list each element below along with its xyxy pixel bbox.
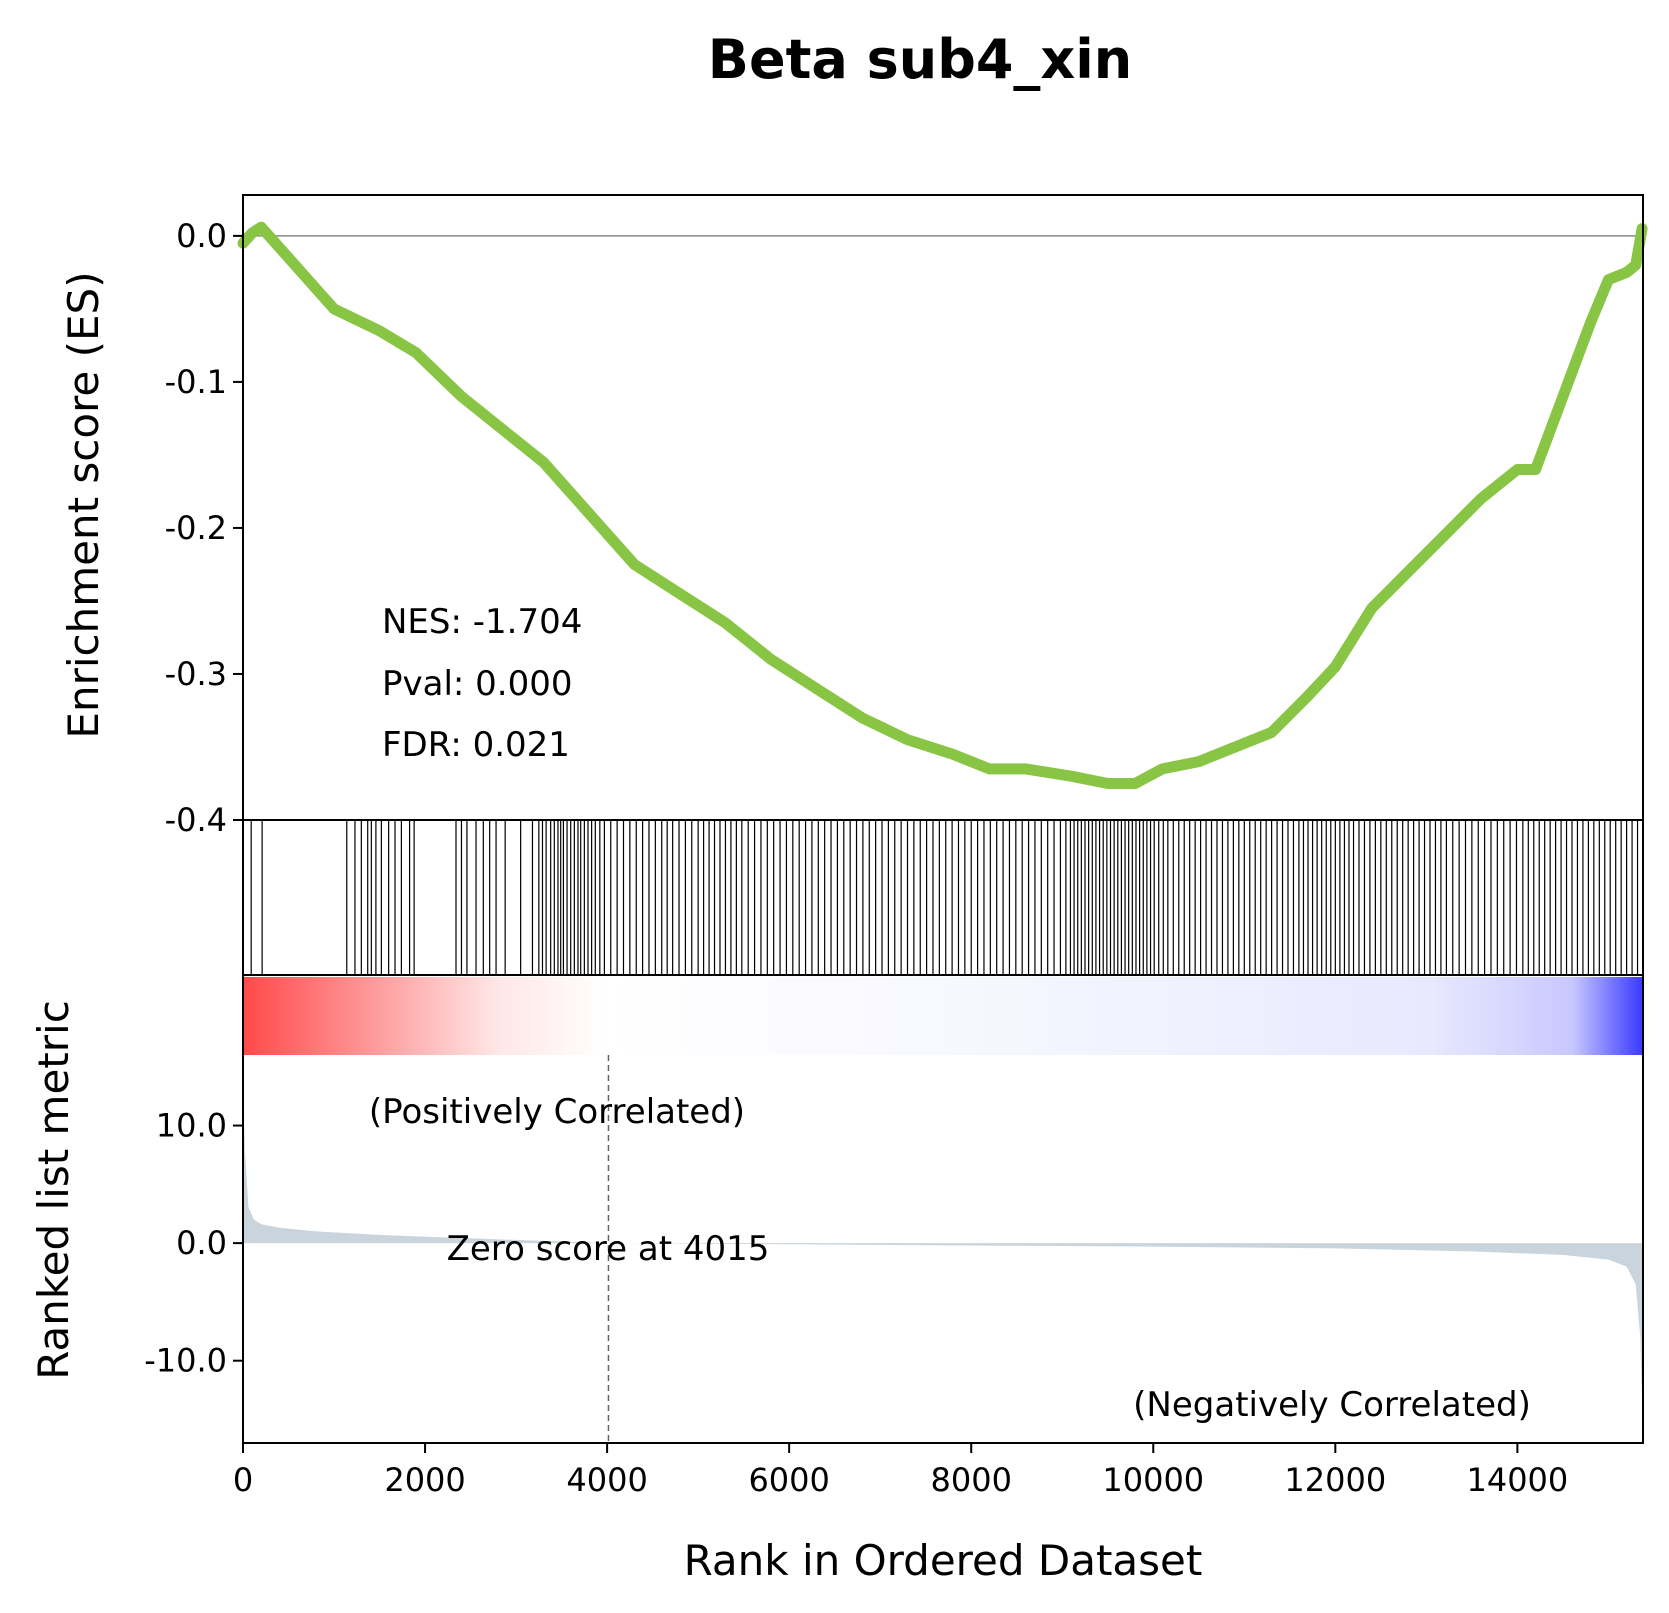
metric-y-ticks: 10.0 0.0 -10.0 xyxy=(144,1107,243,1380)
rank-gradient-bar xyxy=(244,977,1642,1055)
x-tick-label: 4000 xyxy=(566,1461,647,1499)
x-axis-label: Rank in Ordered Dataset xyxy=(684,1536,1203,1585)
fdr-annotation: FDR: 0.021 xyxy=(382,725,570,765)
x-tick-label: 2000 xyxy=(384,1461,465,1499)
pval-annotation: Pval: 0.000 xyxy=(382,664,573,704)
x-tick-label: 8000 xyxy=(930,1461,1011,1499)
x-tick-label: 12000 xyxy=(1284,1461,1386,1499)
es-y-tick-label: 0.0 xyxy=(176,217,227,255)
x-tick-label: 0 xyxy=(233,1461,253,1499)
hits-panel-frame xyxy=(242,819,1644,976)
es-y-tick-label: -0.2 xyxy=(165,509,227,547)
positive-correlated-label: (Positively Correlated) xyxy=(369,1092,745,1132)
es-y-axis-label: Enrichment score (ES) xyxy=(59,271,108,738)
zero-score-label: Zero score at 4015 xyxy=(447,1229,770,1269)
es-y-tick-label: -0.3 xyxy=(165,655,227,693)
es-panel: 0.0 -0.1 -0.2 -0.3 -0.4 Enrichment score (ES… xyxy=(59,194,1648,839)
hit-lines xyxy=(250,820,1639,975)
es-line-group xyxy=(237,221,1648,789)
nes-annotation: NES: -1.704 xyxy=(382,602,582,642)
metric-panel-frame xyxy=(242,1055,1644,1444)
x-tick-label: 14000 xyxy=(1466,1461,1568,1499)
chart-title: Beta sub4_xin xyxy=(708,28,1132,91)
es-y-tick-label: -0.1 xyxy=(165,363,227,401)
metric-y-tick-label: 0.0 xyxy=(176,1224,227,1262)
es-line xyxy=(237,221,1648,789)
x-tick-label: 10000 xyxy=(1102,1461,1204,1499)
hits-panel xyxy=(242,819,1644,976)
metric-y-tick-label: -10.0 xyxy=(144,1342,227,1380)
es-y-ticks: 0.0 -0.1 -0.2 -0.3 -0.4 xyxy=(165,217,243,839)
metric-panel: 10.0 0.0 -10.0 Ranked list metric (Positiv… xyxy=(29,975,1644,1444)
x-tick-label: 6000 xyxy=(748,1461,829,1499)
x-ticks: 0 2000 4000 6000 8000 10000 12000 14000 xyxy=(233,1443,1568,1499)
metric-y-tick-label: 10.0 xyxy=(156,1107,227,1145)
metric-y-axis-label: Ranked list metric xyxy=(29,1000,78,1380)
es-y-tick-label: -0.4 xyxy=(165,801,227,839)
negative-correlated-label: (Negatively Correlated) xyxy=(1133,1385,1531,1425)
